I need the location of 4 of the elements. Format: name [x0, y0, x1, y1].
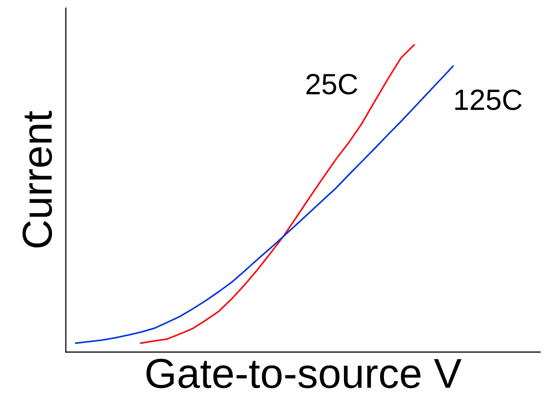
series-label: 125C	[455, 89, 522, 110]
x-axis-title: Gate-to-source V	[146, 358, 462, 388]
series-label: 25C	[306, 74, 358, 94]
y-axis-title: Current	[22, 110, 52, 248]
